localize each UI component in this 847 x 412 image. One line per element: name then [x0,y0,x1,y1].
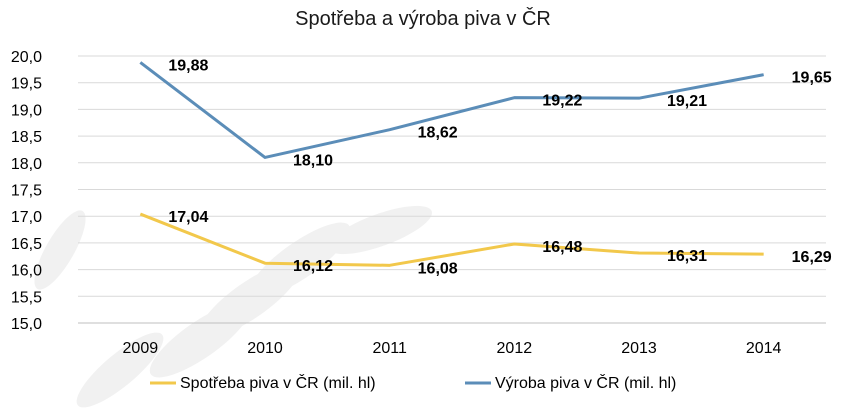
data-label: 16,31 [667,248,707,265]
y-tick-label: 17,5 [11,183,42,200]
data-label: 16,08 [418,260,458,277]
y-axis-ticks: 15,0 15,5 16,0 16,5 17,0 17,5 18,0 18,5 19,0 19,5… [11,49,42,333]
data-label: 16,48 [542,239,582,256]
data-label: 18,10 [293,152,333,169]
x-tick-label: 2011 [372,340,407,357]
y-tick-label: 15,0 [11,316,42,333]
x-tick-label: 2014 [746,340,782,357]
data-label: 17,04 [168,209,208,226]
y-tick-label: 16,5 [11,236,42,253]
series-lines [139,61,764,267]
y-tick-label: 19,5 [11,76,42,93]
legend-label: Spotřeba piva v ČR (mil. hl) [180,373,376,392]
data-labels: 17,04 16,12 16,08 16,48 16,31 16,29 19,88 18,10… [168,57,831,277]
x-tick-label: 2012 [497,340,533,357]
legend-label: Výroba piva v ČR (mil. hl) [495,373,676,392]
watermark-laurel [34,205,432,408]
data-label: 16,29 [792,249,832,266]
data-label: 19,21 [667,93,707,110]
chart-title: Spotřeba a výroba piva v ČR [295,7,551,30]
y-tick-label: 18,5 [11,129,42,146]
data-label: 16,12 [293,258,333,275]
x-tick-label: 2013 [621,340,657,357]
y-tick-label: 17,0 [11,209,42,226]
data-label: 19,88 [168,57,208,74]
y-tick-label: 18,0 [11,156,42,173]
data-label: 19,65 [792,70,832,87]
data-label: 19,22 [542,93,582,110]
gridlines [78,55,826,324]
y-tick-label: 16,0 [11,263,42,280]
y-tick-label: 20,0 [11,49,42,66]
y-tick-label: 15,5 [11,289,42,306]
x-tick-label: 2009 [123,340,159,357]
series-line-production [139,61,764,159]
y-tick-label: 19,0 [11,102,42,119]
x-tick-label: 2010 [247,340,283,357]
x-axis-ticks: 2009 2010 2011 2012 2013 2014 [123,340,782,357]
series-line-consumption [139,212,764,267]
legend: Spotřeba piva v ČR (mil. hl) Výroba piva … [150,373,676,392]
data-label: 18,62 [418,125,458,142]
